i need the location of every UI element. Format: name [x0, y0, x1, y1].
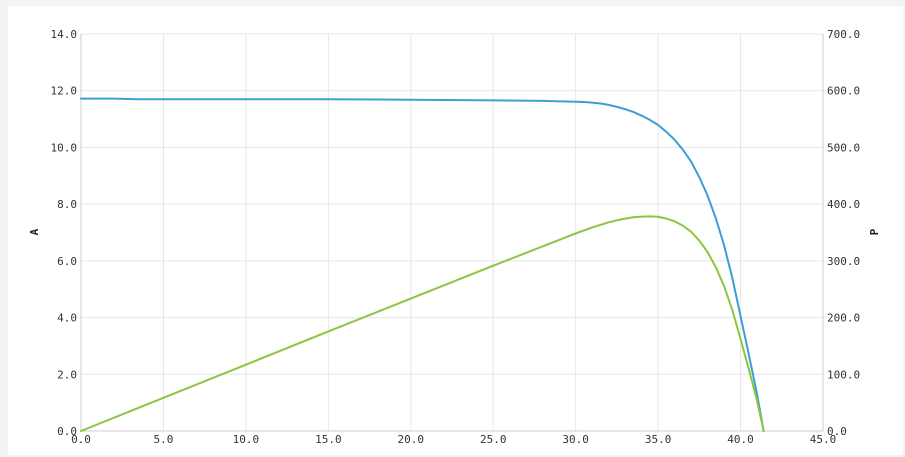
x-tick-label: 35.0	[645, 433, 672, 446]
chart-panel: 0.0 5.0 10.0 15.0 20.0 25.0 30.0 35.0 40.0 45.0 0…	[8, 6, 903, 455]
y-left-tick-label: 4.0	[57, 312, 77, 325]
grid	[81, 33, 823, 431]
x-tick-label: 25.0	[480, 433, 507, 446]
y-left-axis-label: A	[28, 228, 41, 235]
x-tick-label: 30.0	[562, 433, 589, 446]
y-right-tick-label: 300.0	[827, 255, 860, 268]
y-right-axis-label: P	[868, 228, 881, 235]
y-right-tick-label: 100.0	[827, 368, 860, 381]
x-tick-label: 40.0	[727, 433, 754, 446]
y-right-tick-label: 400.0	[827, 198, 860, 211]
x-tick-label: 20.0	[398, 433, 425, 446]
x-tick-label: 45.0	[810, 433, 837, 446]
y-left-tick-label: 12.0	[51, 85, 78, 98]
y-right-tick-label: 200.0	[827, 312, 860, 325]
y-right-tick-label: 0.0	[827, 425, 847, 438]
series	[80, 97, 765, 432]
x-tick-labels: 0.0 5.0 10.0 15.0 20.0 25.0 30.0 35.0 40.0 45.0	[71, 433, 836, 446]
y-left-tick-label: 2.0	[57, 368, 77, 381]
y-left-tick-label: 6.0	[57, 255, 77, 268]
power-curve-line	[80, 215, 765, 432]
y-right-tick-label: 500.0	[827, 141, 860, 154]
current-curve-line	[80, 97, 765, 432]
y-left-tick-label: 10.0	[51, 141, 78, 154]
x-tick-label: 0.0	[71, 433, 91, 446]
y-right-tick-label: 700.0	[827, 28, 860, 41]
y-left-tick-label: 14.0	[51, 28, 78, 41]
y-left-tick-labels: 0.0 2.0 4.0 6.0 8.0 10.0 12.0 14.0	[51, 28, 78, 438]
y-left-tick-label: 0.0	[57, 425, 77, 438]
x-tick-label: 10.0	[233, 433, 260, 446]
x-tick-label: 5.0	[154, 433, 174, 446]
iv-pv-chart: 0.0 5.0 10.0 15.0 20.0 25.0 30.0 35.0 40.0 45.0 0…	[28, 28, 881, 446]
x-tick-label: 15.0	[315, 433, 342, 446]
y-right-tick-labels: 0.0 100.0 200.0 300.0 400.0 500.0 600.0 700.0	[827, 28, 860, 438]
axes	[80, 34, 824, 432]
y-left-tick-label: 8.0	[57, 198, 77, 211]
y-right-tick-label: 600.0	[827, 85, 860, 98]
